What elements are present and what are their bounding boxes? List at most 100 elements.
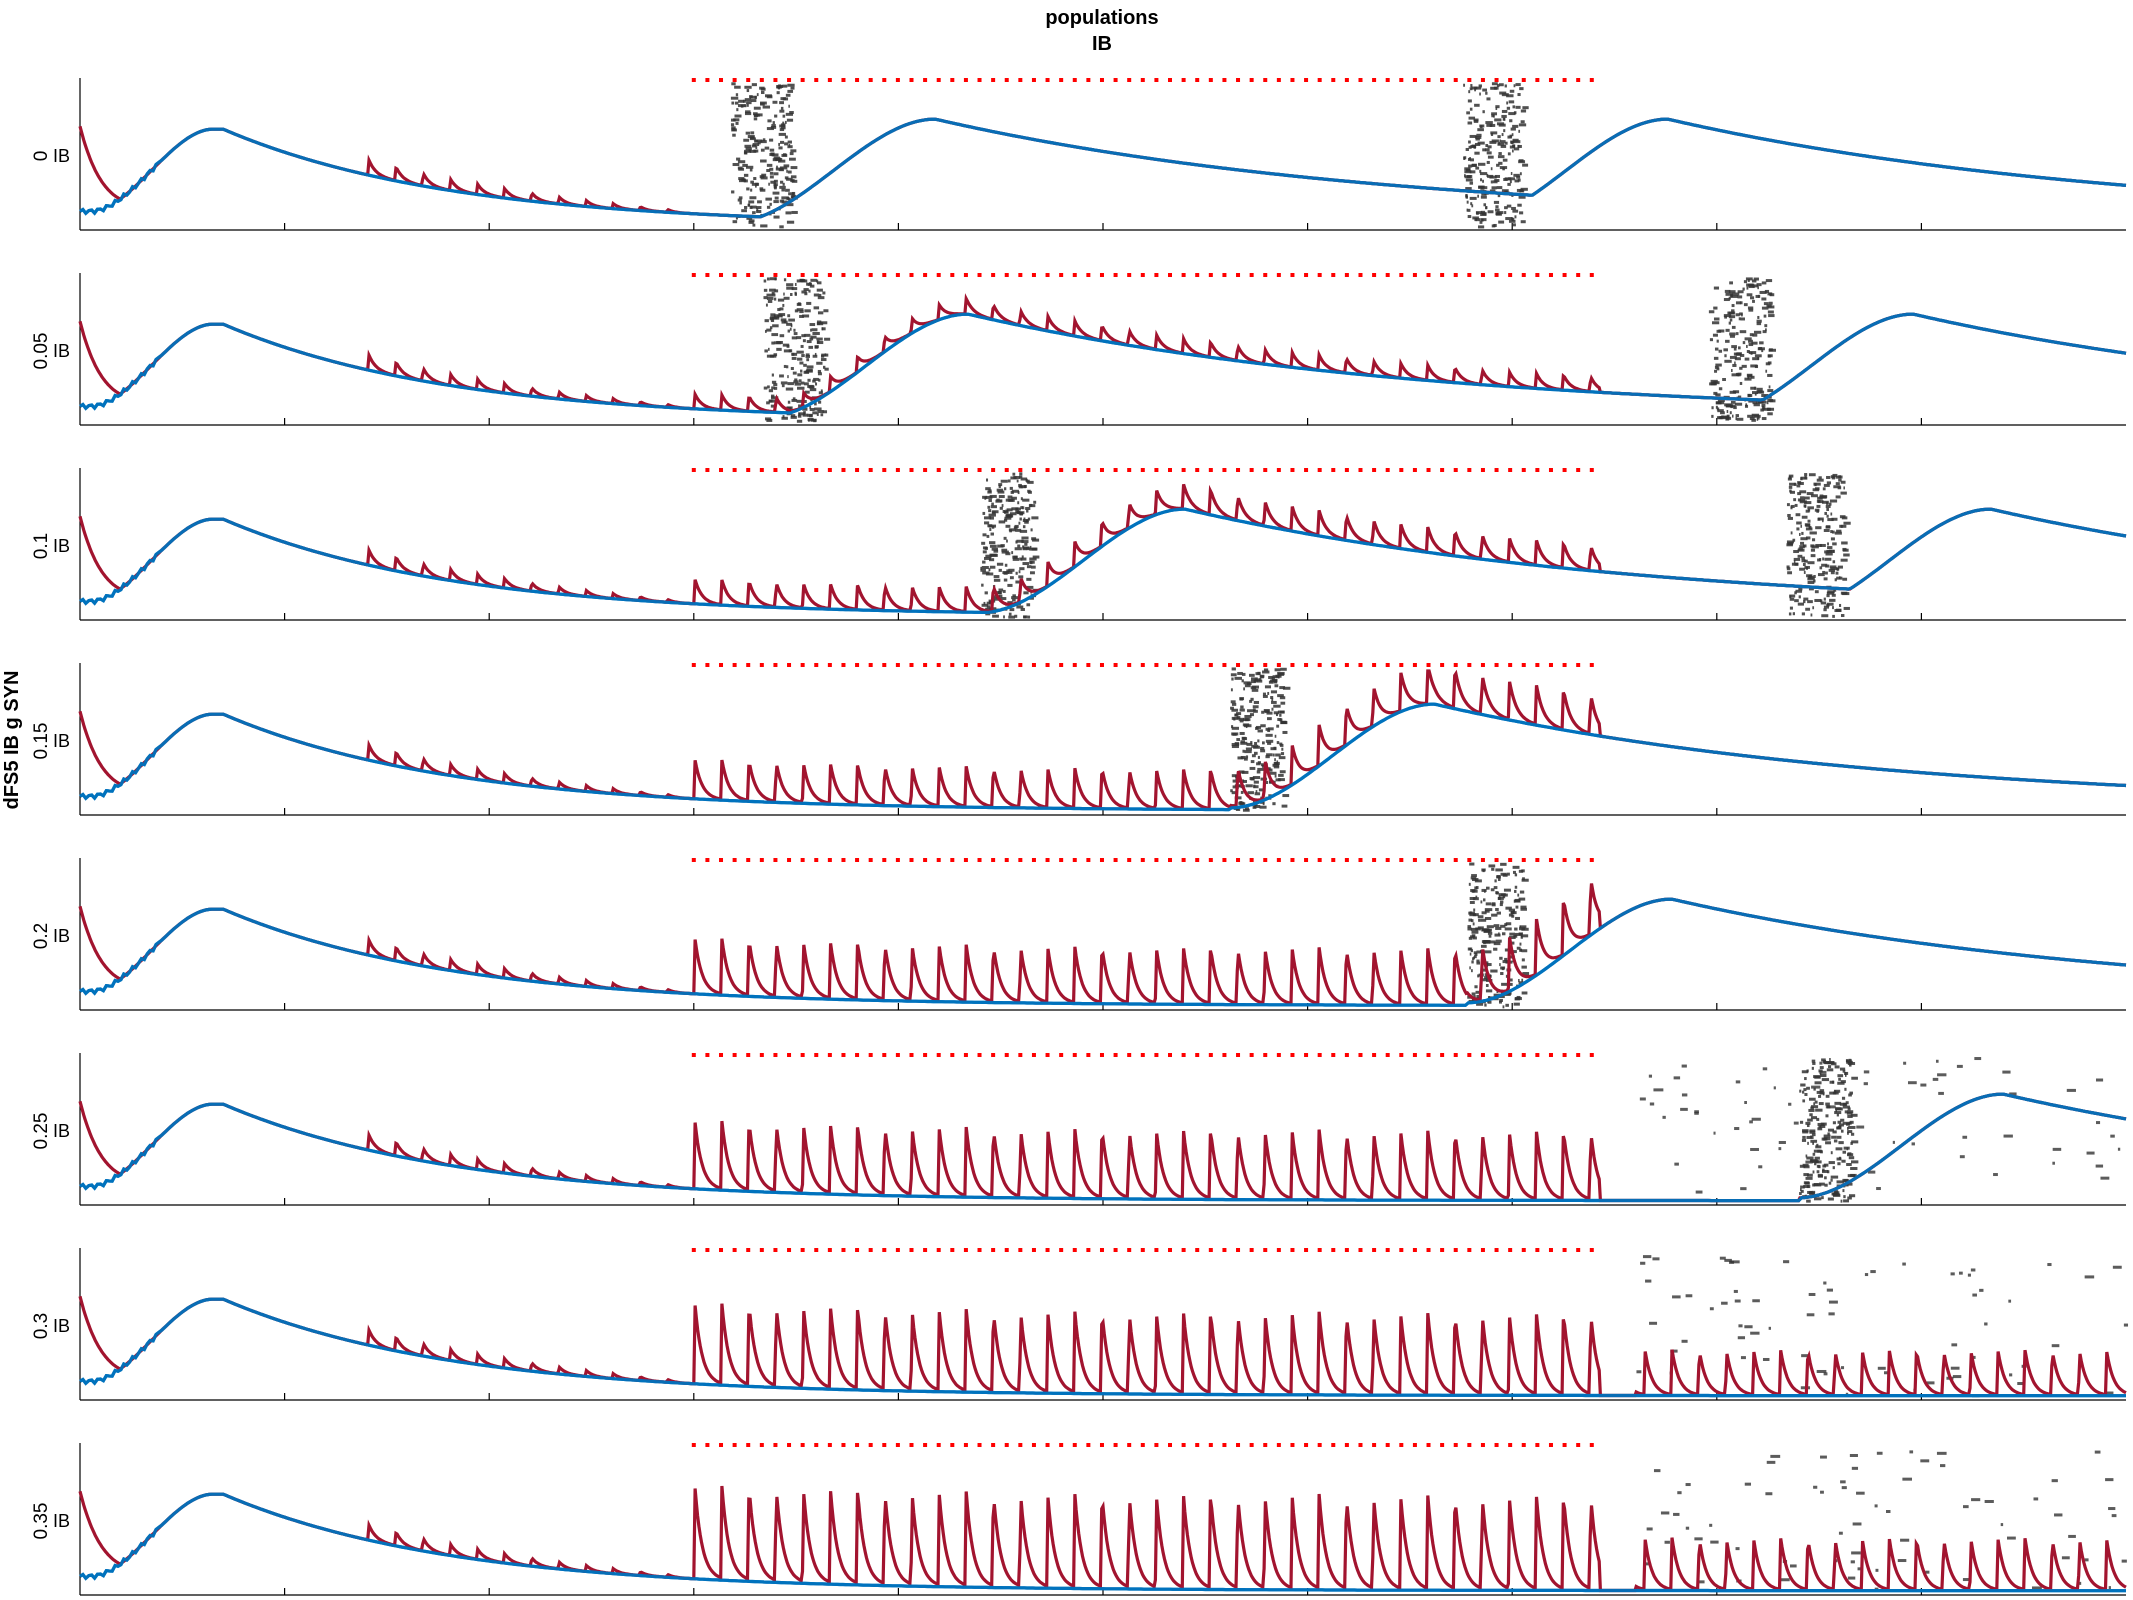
raster-mark bbox=[1835, 1147, 1843, 1151]
raster-mark bbox=[982, 571, 990, 575]
raster-mark bbox=[1746, 344, 1748, 348]
stimulus-dot bbox=[1099, 78, 1104, 82]
raster-mark bbox=[1267, 717, 1272, 721]
raster-mark bbox=[1521, 991, 1528, 995]
raster-mark bbox=[1483, 929, 1490, 933]
stimulus-dot bbox=[800, 858, 805, 862]
stimulus-dot bbox=[719, 858, 724, 862]
raster-mark bbox=[1827, 1170, 1830, 1174]
raster-mark bbox=[1471, 86, 1478, 90]
stimulus-dot bbox=[1440, 858, 1445, 862]
raster-mark bbox=[1238, 717, 1245, 721]
stimulus-dot bbox=[1127, 1053, 1132, 1057]
raster-mark bbox=[1475, 166, 1480, 170]
raster-mark bbox=[2094, 1450, 2101, 1454]
raster-mark bbox=[1725, 339, 1730, 343]
raster-mark bbox=[1793, 1121, 1799, 1125]
stimulus-dot bbox=[1276, 663, 1281, 667]
raster-mark bbox=[1840, 1080, 1846, 1084]
stimulus-dot bbox=[1195, 1443, 1200, 1447]
raster-mark bbox=[989, 553, 997, 557]
series-red-trace bbox=[78, 483, 2127, 614]
raster-mark bbox=[1798, 481, 1804, 485]
stimulus-dot bbox=[1249, 858, 1254, 862]
stimulus-dot bbox=[1358, 78, 1363, 82]
raster-mark bbox=[783, 349, 792, 353]
raster-mark bbox=[1807, 519, 1811, 523]
raster-mark bbox=[1507, 135, 1512, 139]
stimulus-dot bbox=[1521, 273, 1526, 277]
stimulus-dot bbox=[1412, 78, 1417, 82]
raster-mark bbox=[1935, 1059, 1939, 1063]
raster-mark bbox=[745, 165, 754, 169]
raster-mark bbox=[1282, 730, 1288, 734]
raster-mark bbox=[1842, 1178, 1849, 1182]
raster-mark bbox=[989, 558, 995, 562]
raster-mark bbox=[766, 163, 773, 167]
raster-mark bbox=[812, 354, 818, 358]
raster-mark bbox=[1765, 279, 1773, 283]
stimulus-dot bbox=[936, 1248, 941, 1252]
raster-mark bbox=[760, 87, 766, 91]
raster-mark bbox=[1830, 1151, 1833, 1155]
raster-mark bbox=[1817, 1174, 1823, 1178]
raster-mark bbox=[1825, 1114, 1829, 1118]
raster-mark bbox=[1823, 1134, 1831, 1138]
raster-mark bbox=[821, 327, 824, 331]
raster-mark bbox=[1512, 865, 1520, 869]
raster-mark bbox=[1734, 357, 1741, 361]
stimulus-dot bbox=[1372, 1053, 1377, 1057]
stimulus-dot bbox=[1236, 1248, 1241, 1252]
stimulus-dot bbox=[814, 1443, 819, 1447]
stimulus-dot bbox=[1181, 78, 1186, 82]
raster-mark bbox=[1511, 950, 1517, 954]
stimulus-dot bbox=[1304, 1443, 1309, 1447]
raster-mark bbox=[1743, 303, 1748, 307]
raster-mark bbox=[1814, 1162, 1817, 1166]
stimulus-dot bbox=[691, 1443, 696, 1447]
raster-mark bbox=[1737, 1336, 1746, 1340]
raster-mark bbox=[1025, 506, 1031, 510]
stimulus-dot bbox=[814, 468, 819, 472]
raster-mark bbox=[796, 302, 802, 306]
raster-mark bbox=[732, 128, 736, 132]
raster-mark bbox=[1501, 109, 1508, 113]
raster-mark bbox=[1244, 750, 1252, 754]
raster-mark bbox=[1825, 505, 1831, 509]
raster-mark bbox=[1231, 745, 1240, 749]
stimulus-dot bbox=[1440, 273, 1445, 277]
raster-mark bbox=[779, 166, 788, 170]
stimulus-dot bbox=[705, 663, 710, 667]
raster-mark bbox=[1008, 612, 1012, 616]
raster-mark bbox=[818, 378, 821, 382]
stimulus-dot bbox=[1018, 858, 1023, 862]
raster-mark bbox=[998, 495, 1005, 499]
raster-mark bbox=[1510, 941, 1515, 945]
raster-mark bbox=[1697, 1580, 1705, 1584]
raster-mark bbox=[1504, 957, 1508, 961]
raster-mark bbox=[1830, 571, 1835, 575]
raster-mark bbox=[1482, 148, 1486, 152]
raster-mark bbox=[1786, 543, 1793, 547]
raster-mark bbox=[1842, 577, 1848, 581]
raster-mark bbox=[1257, 729, 1263, 733]
raster-mark bbox=[1815, 1108, 1823, 1112]
raster-mark bbox=[1491, 82, 1498, 86]
raster-mark bbox=[1471, 969, 1473, 973]
stimulus-dot bbox=[1086, 1053, 1091, 1057]
raster-mark bbox=[770, 319, 775, 323]
raster-mark bbox=[1487, 155, 1494, 159]
raster-mark bbox=[1826, 1288, 1833, 1292]
stimulus-dot bbox=[991, 663, 996, 667]
stimulus-dot bbox=[1576, 1443, 1581, 1447]
raster-mark bbox=[1250, 697, 1254, 701]
raster-mark bbox=[772, 158, 778, 162]
stimulus-dot bbox=[1127, 78, 1132, 82]
raster-mark bbox=[1652, 1257, 1660, 1261]
raster-mark bbox=[1499, 963, 1501, 967]
raster-mark bbox=[738, 167, 745, 171]
stimulus-dot bbox=[1548, 273, 1553, 277]
raster-mark bbox=[764, 146, 770, 150]
raster-mark bbox=[1848, 1063, 1852, 1067]
stimulus-dot bbox=[1508, 1248, 1513, 1252]
